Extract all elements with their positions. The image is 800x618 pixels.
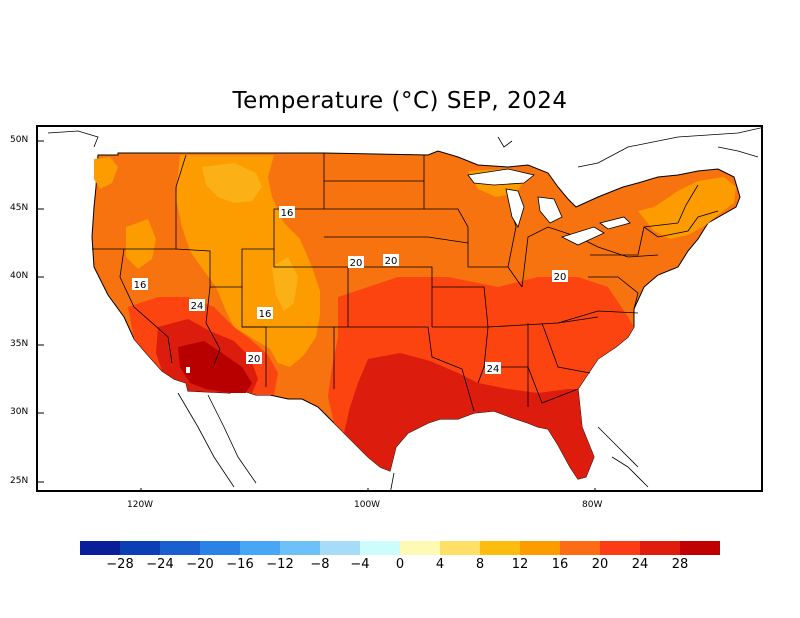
lon-tick-80w: 80W [582, 500, 603, 510]
contour-label-box [552, 270, 568, 282]
colorbar-swatch [480, 541, 520, 555]
band-28-arizona [178, 341, 252, 393]
colorbar-tick-label: 24 [631, 557, 649, 572]
colorbar-tick-label: 16 [551, 557, 569, 572]
contour-label: 24 [487, 364, 500, 375]
contour-label-box [189, 299, 205, 311]
colorbar-tick-label: −12 [266, 557, 294, 572]
colorbar-tick-label: 0 [395, 557, 405, 572]
colorbar-swatch [280, 541, 320, 555]
lat-tick-40n: 40N [10, 271, 29, 281]
lat-tick-50n: 50N [10, 135, 29, 145]
colorbar-swatch [600, 541, 640, 555]
state-borders [92, 153, 719, 412]
colorbar-swatch [160, 541, 200, 555]
contour-label-box [383, 254, 399, 266]
colorbar-swatch [640, 541, 680, 555]
contour-label-box [348, 256, 364, 268]
colorbar-tick-label: −16 [226, 557, 254, 572]
lon-tick-100w: 100W [354, 500, 381, 510]
contour-label-box [279, 206, 295, 218]
lat-tick-35n: 35N [10, 339, 29, 349]
band-12-16-nevada [126, 219, 156, 269]
colorbar-tick-label: 4 [435, 557, 445, 572]
contour-label-box [257, 307, 273, 319]
colorbar-tick-label: 12 [511, 557, 529, 572]
contour-label-box [246, 352, 262, 364]
missing-data-marker-arizona [186, 367, 190, 373]
contour-label: 20 [350, 258, 363, 269]
colorbar-swatch [400, 541, 440, 555]
band-24-28-texas-gulf [344, 353, 594, 479]
temperature-map: 16 16 16 20 20 20 20 24 24 [38, 127, 761, 490]
band-8-12-colorado [272, 257, 298, 311]
colorbar-swatch [680, 541, 720, 555]
band-8-12-montana [202, 163, 262, 203]
contour-label: 16 [259, 309, 272, 320]
colorbar-tick-label: −28 [106, 557, 134, 572]
colorbar-swatch [440, 541, 480, 555]
map-panel: 16 16 16 20 20 20 20 24 24 [36, 125, 763, 492]
frame-ticks [38, 140, 596, 490]
missing-data-marker-michigan [516, 173, 520, 177]
colorbar-tick-label: −20 [186, 557, 214, 572]
coastlines [47, 127, 761, 490]
colorbar-tick-label: −8 [310, 557, 330, 572]
colorbar-tick-label: 8 [475, 557, 485, 572]
colorbar-swatch [200, 541, 240, 555]
contour-label: 20 [385, 256, 398, 267]
colorbar-tick-label: 28 [671, 557, 689, 572]
lat-tick-30n: 30N [10, 407, 29, 417]
contour-label: 16 [281, 208, 294, 219]
colorbar-swatch [240, 541, 280, 555]
colorbar-swatch [120, 541, 160, 555]
contour-label: 20 [554, 272, 567, 283]
band-12-16-washington [94, 157, 118, 189]
colorbar-swatch [560, 541, 600, 555]
colorbar-swatch [80, 541, 120, 555]
colorbar-swatch [320, 541, 360, 555]
lat-tick-25n: 25N [10, 476, 29, 486]
contour-labels: 16 16 16 20 20 20 20 24 24 [132, 206, 568, 375]
map-title: Temperature (°C) SEP, 2024 [232, 88, 568, 114]
contour-label: 16 [134, 280, 147, 291]
colorbar-tick-label: −4 [350, 557, 370, 572]
contour-label: 20 [248, 354, 261, 365]
band-12-16-northeast [638, 177, 736, 239]
contour-label-box [485, 362, 501, 374]
band-12-16-rockies [176, 155, 320, 367]
contour-label-box [132, 278, 148, 290]
lat-tick-45n: 45N [10, 203, 29, 213]
colorbar-swatch [520, 541, 560, 555]
colorbar-swatch [360, 541, 400, 555]
colorbar-tick-label: −24 [146, 557, 174, 572]
colorbar-tick-label: 20 [591, 557, 609, 572]
lon-tick-120w: 120W [127, 500, 154, 510]
contour-label: 24 [191, 301, 204, 312]
